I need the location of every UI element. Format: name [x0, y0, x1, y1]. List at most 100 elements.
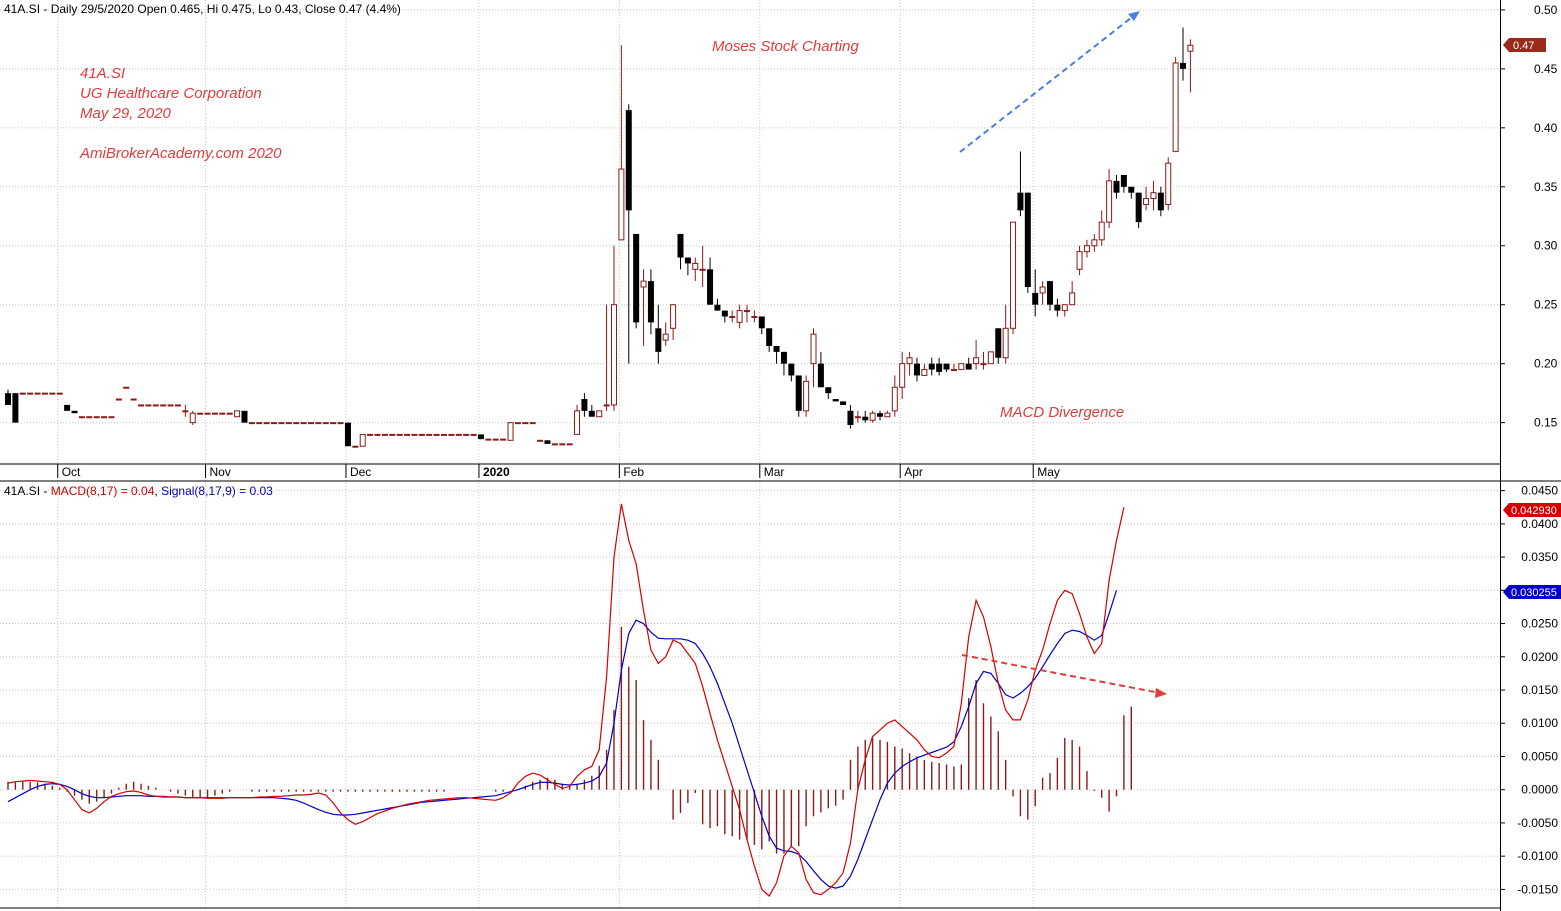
price-y-tick-label: 0.15 — [1534, 416, 1558, 430]
candle-body-up — [293, 422, 300, 425]
candle-body-down — [913, 363, 920, 376]
price-y-tick-label: 0.40 — [1534, 121, 1558, 135]
candle-body-up — [441, 433, 448, 436]
candle-body-up — [130, 398, 137, 401]
candle-body-up — [980, 363, 987, 366]
candle-body-up — [699, 268, 706, 271]
candle-body-down — [581, 399, 588, 411]
candle-body-up — [56, 392, 63, 395]
candle-body-down — [12, 393, 19, 423]
macd-grid — [0, 490, 1500, 890]
candle-body-up — [322, 422, 329, 425]
price-y-tick-label: 0.20 — [1534, 357, 1558, 371]
annotation-company: UG Healthcare Corporation — [80, 85, 262, 102]
candle-body-up — [958, 363, 965, 371]
candle-body-up — [307, 422, 314, 425]
candle-body-down — [832, 399, 839, 402]
macd-y-tick-label: 0.0450 — [1521, 484, 1558, 498]
price-y-tick-label: 0.30 — [1534, 239, 1558, 253]
candle-body-down — [943, 363, 950, 370]
macd-header-separator: , — [154, 484, 161, 498]
candle-body-up — [463, 433, 470, 436]
candle-body-down — [773, 345, 780, 352]
macd-value-marker: 0.042930 — [1503, 503, 1561, 517]
candle-body-up — [404, 433, 411, 436]
candle-body-up — [219, 412, 226, 415]
candle-body-down — [633, 233, 640, 323]
candle-body-up — [1165, 162, 1172, 205]
candle-body-down — [5, 393, 11, 405]
candle-body-up — [448, 433, 455, 436]
candle-body-up — [278, 422, 285, 425]
macd-y-tick-label: 0.0250 — [1521, 617, 1558, 631]
candle-body-up — [226, 412, 233, 415]
candle-body-down — [795, 375, 802, 411]
candle-body-up — [367, 433, 374, 436]
candle-body-down — [64, 404, 71, 411]
candle-body-down — [825, 387, 832, 394]
macd-header: 41A.SI - MACD(8,17) = 0.04, Signal(8,17,… — [4, 484, 273, 498]
macd-y-tick-label: -0.0150 — [1517, 882, 1558, 896]
candle-body-up — [492, 438, 499, 441]
candle-body-up — [751, 315, 758, 318]
candle-body-down — [1054, 304, 1061, 311]
candle-body-up — [610, 304, 617, 406]
candle-body-up — [618, 168, 625, 241]
candle-body-up — [566, 443, 573, 446]
candle-body-up — [670, 304, 677, 329]
candle-body-up — [854, 416, 861, 419]
candle-body-down — [928, 363, 935, 370]
candle-body-up — [337, 422, 344, 425]
candle-body-down — [1157, 192, 1164, 211]
candle-body-up — [1091, 239, 1098, 247]
candle-body-down — [544, 440, 551, 444]
price-x-axis: Oct Nov Dec 2020 Feb Mar Apr May — [57, 464, 1060, 479]
candle-body-down — [344, 422, 351, 447]
candle-body-up — [640, 280, 647, 288]
candle-body-down — [840, 401, 847, 405]
candle-body-up — [973, 357, 980, 365]
macd-y-tick-label: 0.0150 — [1521, 683, 1558, 697]
last-price-label: 0.47 — [1513, 40, 1534, 52]
uptrend-arrow-head — [1128, 11, 1140, 21]
price-y-axis: 0.50 0.45 0.40 0.35 0.30 0.25 0.20 0.15 — [1500, 3, 1558, 430]
macd-y-tick-label: 0.0350 — [1521, 550, 1558, 564]
candle-body-down — [1120, 174, 1127, 187]
macd-y-tick-label: 0.0200 — [1521, 650, 1558, 664]
candle-body-up — [41, 392, 48, 395]
candle-body-down — [936, 363, 943, 372]
price-header: 41A.SI - Daily 29/5/2020 Open 0.465, Hi … — [4, 2, 401, 16]
candle-body-down — [758, 316, 765, 329]
candle-body-up — [167, 404, 174, 407]
candle-body-down — [677, 233, 684, 258]
candle-body-up — [330, 422, 337, 425]
candle-body-up — [359, 433, 366, 447]
candle-body-up — [27, 392, 34, 395]
x-tick-label: Nov — [210, 465, 231, 479]
candle-body-up — [603, 404, 610, 407]
candle-body-up — [234, 410, 241, 418]
candle-body-down — [1113, 180, 1120, 193]
candle-body-up — [285, 422, 292, 425]
price-y-tick-label: 0.25 — [1534, 298, 1558, 312]
macd-header-signal: Signal(8,17,9) = 0.03 — [161, 484, 273, 498]
macd-y-tick-label: 0.0000 — [1521, 783, 1558, 797]
price-y-tick-label: 0.35 — [1534, 180, 1558, 194]
candle-body-up — [145, 404, 152, 407]
candle-body-up — [182, 410, 189, 413]
candle-body-up — [433, 433, 440, 436]
candle-body-up — [248, 422, 255, 425]
downtrend-arrow-head — [1155, 688, 1167, 698]
candle-body-down — [965, 363, 972, 370]
candle-body-up — [921, 369, 928, 376]
candle-body-up — [529, 422, 536, 425]
candle-body-down — [1024, 192, 1031, 288]
candle-body-up — [138, 404, 145, 407]
macd-y-tick-label: -0.0100 — [1517, 849, 1558, 863]
last-price-box — [1503, 38, 1546, 52]
x-tick-label: 2020 — [483, 465, 510, 479]
candle-body-up — [1061, 304, 1068, 312]
price-y-tick-label: 0.45 — [1534, 62, 1558, 76]
x-tick-label: Feb — [623, 465, 644, 479]
